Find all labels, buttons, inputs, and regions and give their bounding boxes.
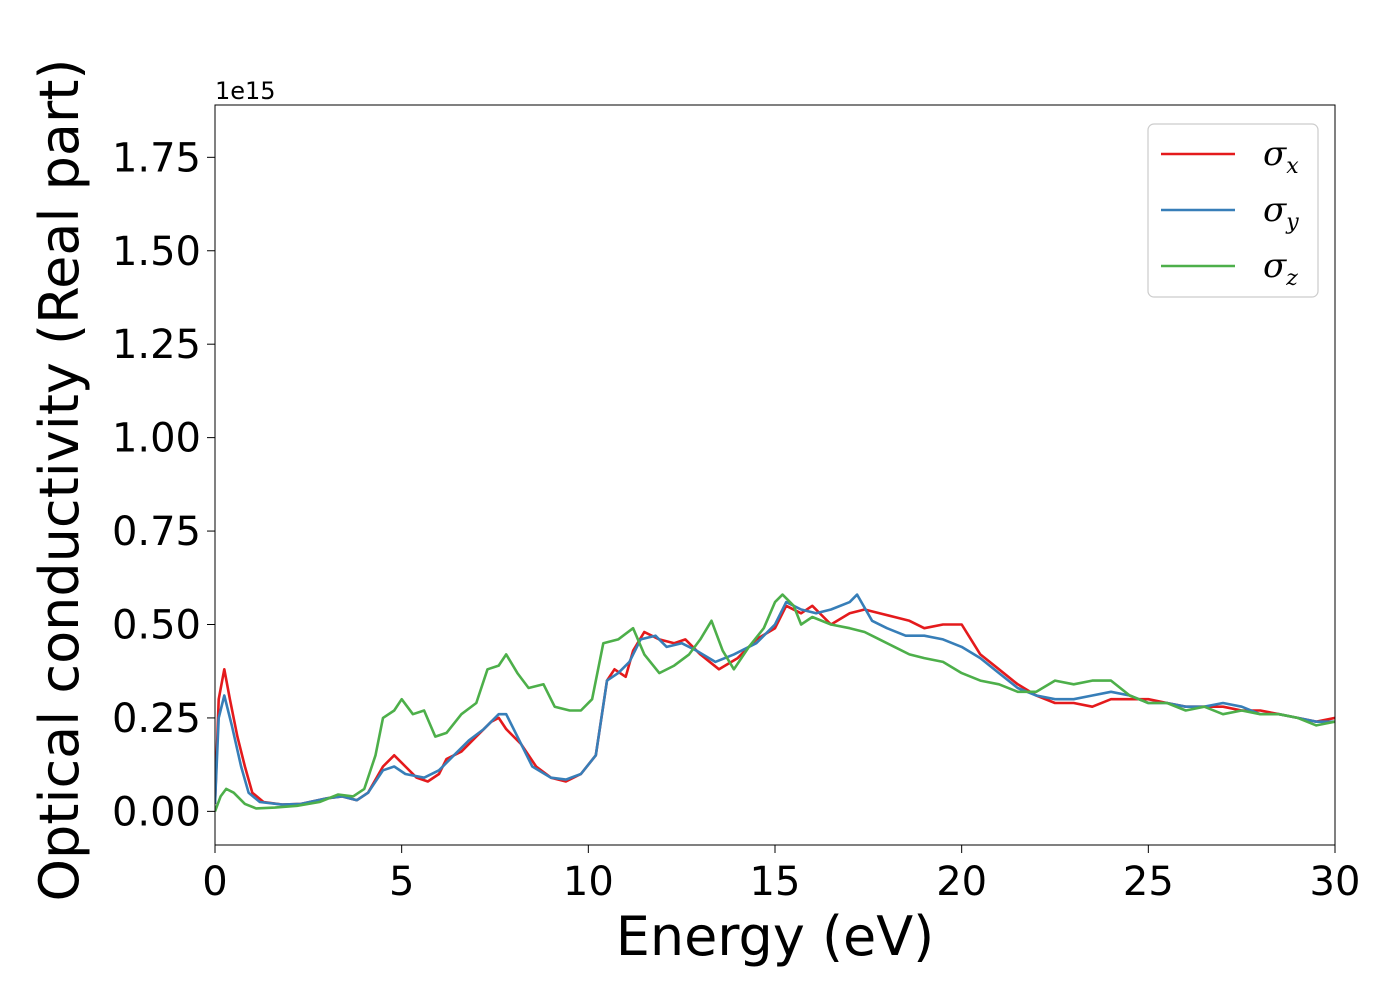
y-tick-label: 1.00 — [112, 416, 201, 462]
legend-label-subscript: y — [1285, 210, 1299, 235]
legend-label: σy — [1263, 190, 1299, 235]
x-tick-label: 30 — [1310, 859, 1361, 905]
y-axis: 0.00 0.25 0.50 0.75 1.00 1.25 1.50 1.75 — [112, 135, 215, 835]
legend-label-symbol: σ — [1263, 190, 1287, 230]
y-tick-label: 0.75 — [112, 509, 201, 555]
x-tick-label: 0 — [202, 859, 227, 905]
series-line-z — [215, 593, 1335, 812]
legend-label-symbol: σ — [1263, 246, 1287, 286]
x-tick-label: 10 — [563, 859, 614, 905]
legend-label: σz — [1263, 246, 1298, 291]
y-offset-label: 1e15 — [215, 77, 276, 105]
x-tick-label: 15 — [750, 859, 801, 905]
plot-lines — [215, 593, 1335, 812]
x-tick-label: 20 — [936, 859, 987, 905]
legend-label-symbol: σ — [1263, 134, 1287, 174]
y-tick-label: 1.75 — [112, 135, 201, 181]
series-line-x — [215, 604, 1335, 806]
legend-label-subscript: x — [1286, 154, 1299, 179]
series-line-y — [215, 593, 1335, 806]
x-tick-label: 5 — [389, 859, 414, 905]
x-tick-label: 25 — [1123, 859, 1174, 905]
x-axis: 0 5 10 15 20 25 30 — [202, 845, 1360, 905]
legend-label: σx — [1263, 134, 1299, 179]
y-tick-label: 1.50 — [112, 229, 201, 275]
y-tick-label: 0.00 — [112, 789, 201, 835]
y-tick-label: 1.25 — [112, 322, 201, 368]
y-tick-label: 0.25 — [112, 696, 201, 742]
y-tick-label: 0.50 — [112, 602, 201, 648]
y-axis-title: Optical conductivity (Real part) — [28, 59, 91, 902]
legend-label-subscript: z — [1285, 266, 1298, 291]
x-axis-title: Energy (eV) — [616, 905, 935, 968]
